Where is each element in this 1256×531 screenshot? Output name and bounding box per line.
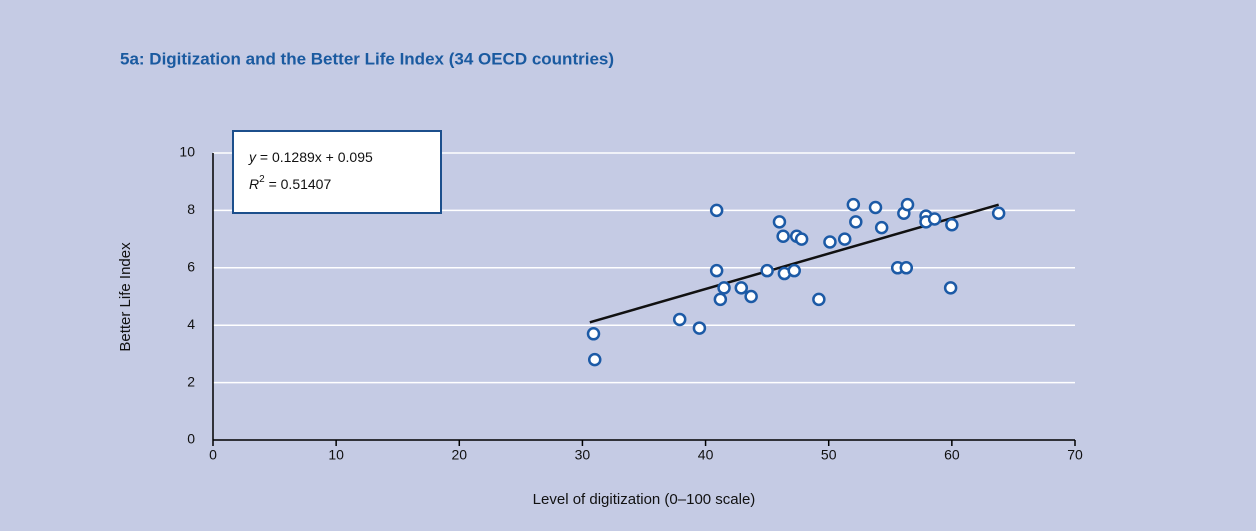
equation-var: y (248, 149, 257, 165)
point (846, 197, 861, 212)
r-var: R (249, 176, 259, 192)
point (868, 200, 883, 215)
equation: y = 0.1289x + 0.095 (248, 149, 373, 165)
point (787, 263, 801, 278)
r-rest: = 0.51407 (265, 176, 332, 192)
r-sup: 2 (259, 174, 265, 185)
point (900, 197, 915, 212)
point (672, 312, 687, 327)
y-tick-label: 6 (187, 259, 195, 275)
point (776, 229, 790, 243)
point (586, 327, 601, 341)
y-tick-label: 0 (187, 431, 195, 447)
r-squared: R2 = 0.51407 (249, 174, 331, 192)
point (899, 261, 914, 275)
x-tick-label: 30 (575, 447, 591, 463)
x-tick-label: 60 (944, 447, 960, 463)
point (692, 321, 707, 335)
point (734, 281, 749, 295)
point (709, 203, 724, 218)
point (874, 220, 889, 235)
x-tick-label: 10 (328, 447, 344, 463)
point (794, 232, 809, 246)
equation-rest: = 0.1289x + 0.095 (256, 149, 373, 165)
x-tick-label: 50 (821, 447, 837, 463)
x-tick-label: 20 (451, 447, 467, 463)
point (587, 352, 602, 367)
point (760, 263, 774, 278)
point (744, 289, 758, 304)
point (927, 212, 942, 226)
equation-box (232, 130, 442, 214)
point (717, 281, 731, 295)
x-tick-label: 70 (1067, 447, 1083, 463)
point (945, 218, 959, 232)
point (849, 215, 863, 229)
point (709, 263, 724, 278)
point (837, 232, 852, 246)
point (943, 281, 958, 295)
x-tick-label: 40 (698, 447, 714, 463)
y-tick-label: 8 (187, 201, 195, 217)
point (991, 206, 1006, 221)
x-tick-label: 0 (209, 447, 217, 463)
y-axis-label: Better Life Index (117, 242, 134, 352)
y-tick-label: 10 (179, 144, 195, 160)
x-axis-label: Level of digitization (0–100 scale) (533, 491, 756, 508)
point (812, 292, 826, 307)
y-tick-label: 4 (187, 316, 195, 332)
point (772, 215, 787, 229)
point (823, 235, 837, 249)
point (713, 292, 728, 307)
chart-title: 5a: Digitization and the Better Life Ind… (120, 49, 614, 68)
y-tick-label: 2 (187, 373, 195, 389)
